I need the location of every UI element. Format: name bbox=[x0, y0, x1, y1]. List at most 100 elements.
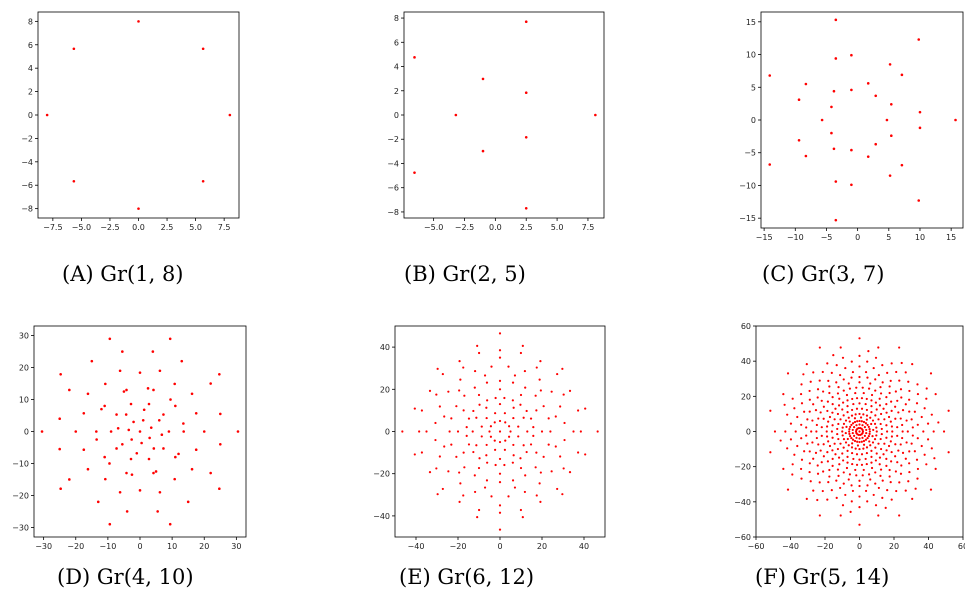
data-point bbox=[481, 77, 485, 81]
data-point bbox=[890, 435, 894, 438]
data-point bbox=[878, 456, 882, 459]
data-point bbox=[835, 479, 838, 482]
data-point bbox=[835, 496, 838, 499]
data-point bbox=[858, 430, 861, 433]
data-point bbox=[896, 434, 899, 437]
data-point bbox=[413, 171, 416, 174]
data-point bbox=[86, 392, 90, 396]
data-point bbox=[942, 430, 946, 433]
data-point bbox=[846, 411, 849, 414]
data-point bbox=[841, 434, 844, 437]
data-point bbox=[866, 500, 869, 503]
data-point bbox=[862, 439, 866, 443]
data-point bbox=[568, 389, 572, 392]
data-point bbox=[837, 404, 841, 407]
data-point bbox=[865, 462, 868, 466]
data-point bbox=[851, 442, 854, 445]
data-point bbox=[888, 174, 892, 177]
data-point bbox=[549, 430, 552, 433]
data-point bbox=[104, 382, 107, 386]
data-point bbox=[805, 434, 808, 437]
data-point bbox=[138, 430, 142, 433]
data-point bbox=[878, 397, 881, 400]
data-point bbox=[889, 481, 892, 484]
x-tick-label: −20 bbox=[67, 542, 84, 551]
data-point bbox=[855, 386, 858, 389]
data-point bbox=[836, 447, 840, 451]
data-point bbox=[503, 448, 506, 451]
data-point bbox=[838, 463, 841, 466]
data-point bbox=[860, 453, 864, 456]
data-point bbox=[154, 470, 158, 473]
data-point bbox=[888, 475, 891, 478]
data-point bbox=[108, 337, 112, 341]
data-point bbox=[118, 490, 122, 494]
data-point bbox=[855, 453, 859, 456]
scatter-chart-gr-2-5: −5.0 −2.5 0.0 2.5 5.0 7.5 −8 −6 −4 −2 0 2 4 6 8 bbox=[387, 11, 605, 230]
data-point bbox=[861, 386, 864, 389]
data-point bbox=[115, 413, 118, 416]
data-point bbox=[800, 383, 803, 386]
y-tick-label: 20 bbox=[741, 392, 751, 401]
data-point bbox=[866, 436, 869, 440]
data-point bbox=[859, 426, 862, 430]
data-point bbox=[584, 453, 587, 456]
data-point bbox=[866, 484, 869, 487]
data-point bbox=[925, 387, 928, 390]
data-point bbox=[906, 430, 909, 433]
y-tick-label: 0 bbox=[385, 428, 390, 437]
data-point bbox=[841, 504, 845, 507]
data-point bbox=[846, 449, 849, 452]
data-point bbox=[844, 419, 848, 422]
data-point bbox=[875, 434, 878, 437]
data-point bbox=[473, 474, 476, 477]
data-point bbox=[918, 110, 922, 114]
data-point bbox=[905, 441, 908, 444]
data-point bbox=[523, 369, 527, 373]
data-point bbox=[899, 388, 903, 391]
data-point bbox=[542, 405, 545, 408]
data-point bbox=[572, 430, 575, 433]
y-tick-label: 0 bbox=[28, 111, 33, 120]
caption-e: (E) Gr(6, 12) bbox=[399, 565, 535, 589]
y-tick-label: −15 bbox=[739, 214, 756, 223]
data-point bbox=[836, 392, 840, 395]
data-point bbox=[900, 361, 903, 365]
data-point bbox=[895, 370, 898, 374]
y-tick-label: 40 bbox=[380, 343, 390, 352]
x-tick-label: 7.5 bbox=[582, 223, 595, 230]
data-point bbox=[157, 419, 161, 422]
data-point bbox=[858, 440, 861, 444]
data-point bbox=[835, 364, 838, 367]
data-point bbox=[511, 399, 514, 402]
data-point bbox=[822, 455, 825, 458]
data-point bbox=[826, 400, 829, 403]
data-point bbox=[485, 381, 489, 384]
data-point bbox=[869, 382, 872, 385]
x-tick-label: −5 bbox=[821, 233, 833, 240]
data-point bbox=[450, 443, 453, 446]
data-point bbox=[877, 418, 880, 421]
data-point bbox=[877, 346, 880, 349]
y-tick-label: −30 bbox=[12, 523, 29, 532]
data-point bbox=[851, 462, 854, 466]
data-point bbox=[837, 456, 841, 459]
data-point bbox=[132, 420, 135, 424]
data-point bbox=[82, 448, 86, 452]
data-point bbox=[908, 470, 911, 474]
data-point bbox=[904, 403, 907, 406]
data-point bbox=[846, 461, 849, 464]
data-point bbox=[862, 447, 865, 450]
x-tick-label: 40 bbox=[579, 542, 589, 551]
data-point bbox=[525, 409, 528, 413]
data-point bbox=[849, 425, 852, 429]
data-point bbox=[498, 481, 502, 484]
data-point bbox=[68, 388, 71, 392]
data-point bbox=[862, 391, 865, 395]
data-point bbox=[115, 447, 118, 450]
data-point bbox=[554, 445, 557, 448]
data-point bbox=[865, 428, 868, 432]
data-point bbox=[839, 346, 842, 349]
data-point bbox=[841, 430, 844, 433]
data-point bbox=[540, 430, 544, 433]
